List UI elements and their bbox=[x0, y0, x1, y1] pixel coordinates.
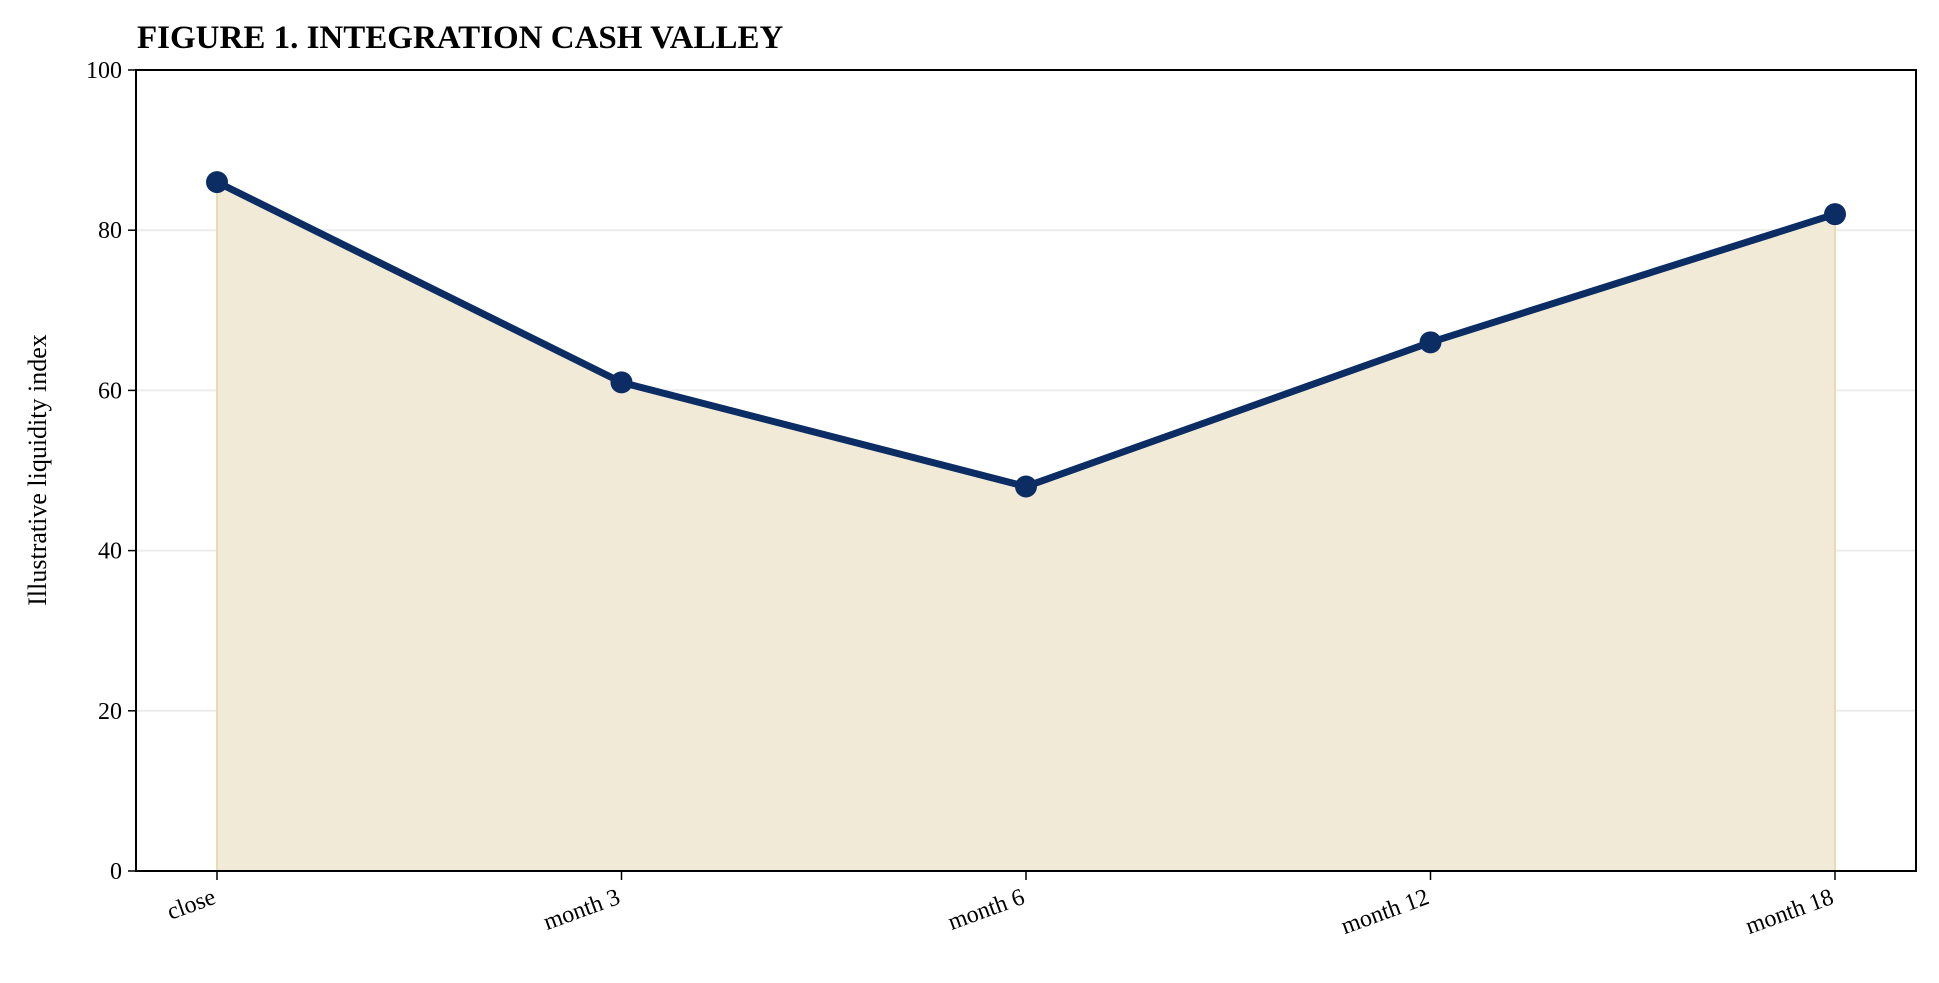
x-axis-ticks: close month 3 month 6 month 12 month 18 bbox=[164, 871, 1837, 940]
x-tick-label: month 18 bbox=[1742, 884, 1837, 940]
data-point bbox=[206, 171, 228, 194]
area-fill bbox=[216, 180, 1836, 872]
data-point bbox=[610, 371, 633, 394]
data-point bbox=[1015, 475, 1037, 498]
chart-title: FIGURE 1. INTEGRATION CASH VALLEY bbox=[137, 20, 784, 56]
data-point bbox=[1824, 203, 1846, 226]
x-tick-label: month 12 bbox=[1338, 884, 1433, 940]
y-tick-label: 60 bbox=[98, 378, 122, 404]
y-axis-label: Illustrative liquidity index bbox=[23, 334, 52, 606]
y-tick-label: 80 bbox=[98, 218, 122, 244]
area-fill-layer bbox=[216, 180, 1836, 872]
y-tick-label: 20 bbox=[98, 699, 122, 725]
y-tick-label: 100 bbox=[86, 58, 122, 84]
y-tick-label: 40 bbox=[98, 539, 122, 565]
y-axis-ticks: 0 20 40 60 80 100 bbox=[86, 58, 136, 885]
data-point bbox=[1419, 331, 1442, 354]
x-tick-label: month 3 bbox=[540, 884, 623, 936]
x-tick-label: close bbox=[164, 884, 219, 925]
data-points bbox=[206, 171, 1846, 498]
y-tick-label: 0 bbox=[110, 859, 122, 885]
x-tick-label: month 6 bbox=[945, 884, 1028, 936]
